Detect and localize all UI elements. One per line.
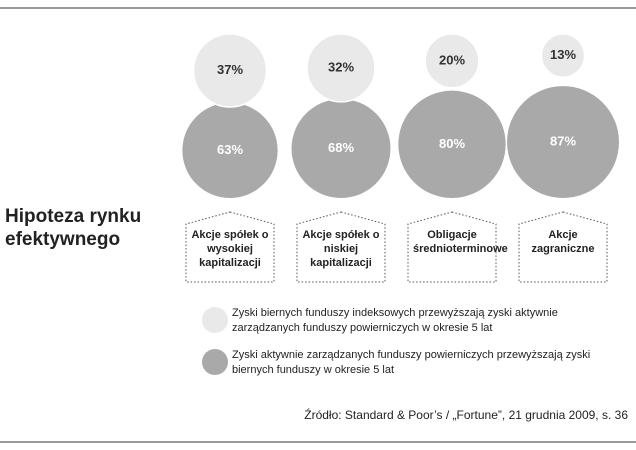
value-label: 37% [217,62,243,77]
bubble [398,90,506,198]
bubble [424,33,480,89]
category-box [518,211,608,283]
category-label: Akcje zagraniczne [531,229,595,255]
legend-label: Zyski biernych funduszy indeksowych prze… [232,307,558,334]
bubble [182,102,278,198]
category-label: Obligacje średnioterminowe [413,229,508,255]
value-label: 32% [328,59,354,74]
category-box [407,211,497,283]
value-label: 20% [439,52,465,67]
legend-swatch [202,349,228,375]
category-box [185,211,275,283]
category-label: Akcje spółek o wysokiej kapitalizacji [191,229,269,269]
legend-label: Zyski aktywnie zarządzanych funduszy pow… [232,349,591,376]
value-label: 68% [328,140,354,155]
category-box [296,211,386,283]
bubble [306,33,376,103]
bubble [540,33,586,79]
value-label: 80% [439,136,465,151]
category-label: Akcje spółek o niskiej kapitalizacji [302,229,380,269]
value-label: 13% [550,47,576,62]
bubble [192,33,268,108]
value-label: 63% [217,142,243,157]
bubble [291,99,391,198]
source: Źródło: Standard & Poor’s / „Fortune”, 2… [304,408,628,422]
bubble [507,86,619,198]
legend-swatch [202,307,228,333]
chart-title: Hipoteza rynku efektywnego [5,206,142,250]
value-label: 87% [550,133,576,148]
